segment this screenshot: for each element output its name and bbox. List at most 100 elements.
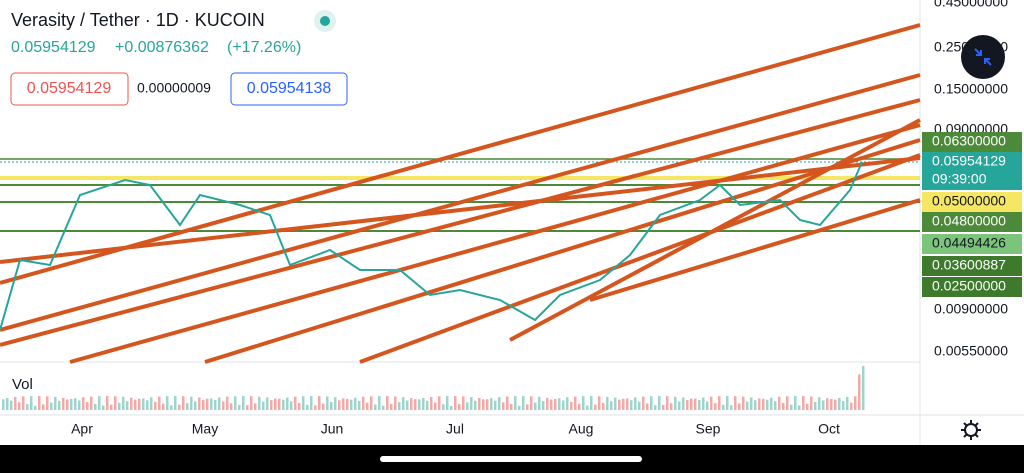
price-change: +0.00876362 [115,39,209,56]
volume-bar [790,404,793,410]
price-tag: 09:39:00 [932,171,987,187]
volume-bar [850,402,853,410]
price-tag-bg [922,192,1022,212]
volume-bar [622,398,625,410]
volume-bar [618,399,621,410]
volume-bar [326,396,329,410]
volume-bar [46,396,49,410]
volume-bar [582,396,585,410]
volume-bar [286,397,289,410]
volume-bar [666,396,669,410]
volume-bar [38,396,41,410]
time-axis-label: Apr [71,421,93,437]
volume-bars [2,366,865,410]
volume-bar [30,396,33,410]
volume-bar [98,396,101,410]
volume-bar [350,399,353,410]
volume-bar [182,396,185,410]
volume-bar [570,401,573,410]
volume-bar [830,398,833,410]
price-axis-label: 0.15000000 [934,81,1008,97]
sell-button[interactable] [10,72,129,106]
volume-bar [426,400,429,410]
volume-bar [670,403,673,410]
settings-button[interactable] [961,420,981,440]
price-line [0,161,863,331]
volume-bar [202,399,205,410]
volume-bar [690,398,693,410]
volume-bar [194,401,197,410]
volume-bar [190,396,193,410]
volume-bar [74,398,77,410]
fullscreen-icon [974,48,992,66]
volume-bar [106,396,109,410]
settings-icon-teeth [961,420,981,440]
price-axis-label: 0.00900000 [934,301,1008,317]
volume-bar [634,397,637,410]
volume-bar [178,404,181,410]
fullscreen-button[interactable] [961,35,1005,79]
volume-bar [642,396,645,410]
price-tag-bg [922,152,1022,172]
volume-bar [834,399,837,410]
volume-bar [806,403,809,410]
volume-bar [58,400,61,410]
volume-bar [118,402,121,410]
volume-bar [10,400,13,410]
volume-bar [714,403,717,410]
volume-bar [726,396,729,410]
volume-bar [498,397,501,410]
volume-bar [82,397,85,410]
volume-bar [166,396,169,410]
volume-bar [34,405,37,410]
volume-bar [242,396,245,410]
volume-bar [846,396,849,410]
price-tag: 0.02500000 [932,278,1006,294]
volume-bar [562,400,565,410]
price-tag-bg [922,234,1022,254]
volume-bar [386,396,389,410]
volume-bar [206,398,209,410]
price-change-pct: (+17.26%) [227,39,301,56]
buy-button[interactable] [230,72,348,106]
volume-bar [94,403,97,410]
volume-bar [538,396,541,410]
volume-bar [154,401,157,410]
volume-bar [490,398,493,410]
volume-bar [170,405,173,410]
trend-line [0,156,921,264]
volume-bar [14,397,17,410]
volume-bar [214,400,217,410]
volume-bar [270,400,273,410]
volume-bar [758,398,761,410]
volume-bar [238,405,241,410]
volume-bar [654,405,657,410]
volume-bar [346,398,349,410]
time-axis-label: Sep [696,421,721,437]
volume-bar [414,399,417,410]
volume-bar [774,401,777,410]
volume-bar [290,401,293,410]
volume-bar [542,401,545,410]
volume-bar [122,396,125,410]
volume-bar [630,400,633,410]
volume-bar [494,400,497,410]
volume-bar [450,405,453,410]
volume-bar [422,397,425,410]
volume-bar [418,399,421,410]
volume-bar [294,396,297,410]
volume-bar [130,397,133,410]
volume-bar [522,396,525,410]
home-indicator[interactable] [380,456,642,462]
volume-bar [510,403,513,410]
volume-bar [158,396,161,410]
volume-bar [134,399,137,410]
volume-bar [518,405,521,410]
volume-bar [250,396,253,410]
time-axis-label: Jul [446,421,464,437]
volume-bar [146,400,149,410]
price-tag: 0.05954129 [932,153,1006,169]
last-price: 0.05954129 [11,39,96,56]
